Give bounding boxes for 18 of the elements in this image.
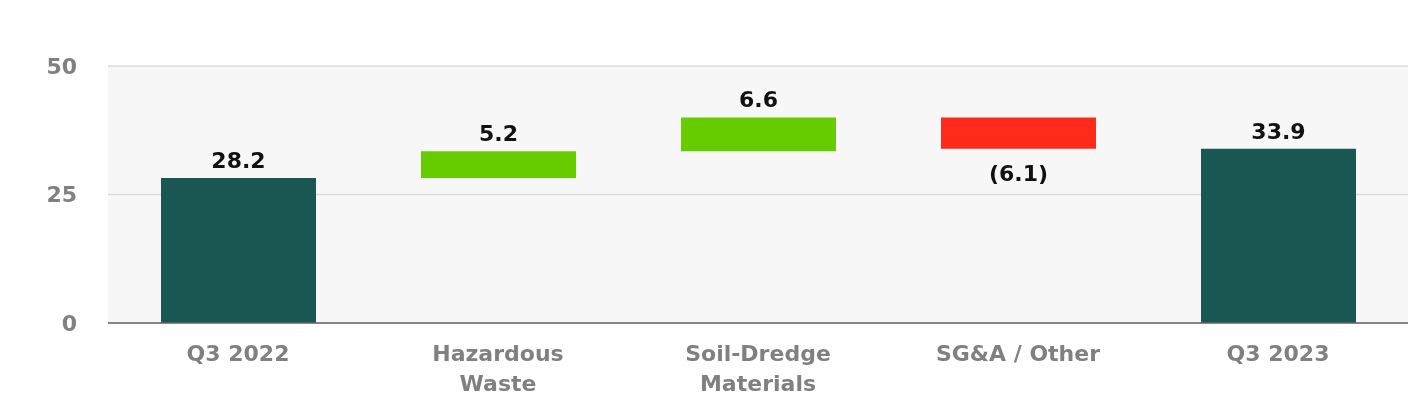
data-label: 5.2 xyxy=(479,121,518,147)
bar xyxy=(941,117,1096,149)
bar xyxy=(681,117,836,152)
x-tick-label: Q3 2022 xyxy=(186,341,290,366)
y-tick-label: 50 xyxy=(46,53,77,79)
y-tick-label: 25 xyxy=(46,182,77,208)
x-tick-label: Soil-Dredge Materials xyxy=(685,341,831,396)
bar xyxy=(1201,148,1356,323)
data-label: 6.6 xyxy=(739,87,778,113)
x-tick-label: SG&A / Other xyxy=(935,341,1101,366)
bar xyxy=(161,178,316,323)
x-tick-label: Q3 2023 xyxy=(1226,341,1330,366)
y-tick-label: 0 xyxy=(61,310,77,336)
data-label: (6.1) xyxy=(988,160,1049,186)
x-tick-label: Hazardous Waste xyxy=(432,341,564,396)
data-label: 28.2 xyxy=(211,148,266,174)
bar xyxy=(421,151,576,179)
data-label: 33.9 xyxy=(1251,118,1306,144)
